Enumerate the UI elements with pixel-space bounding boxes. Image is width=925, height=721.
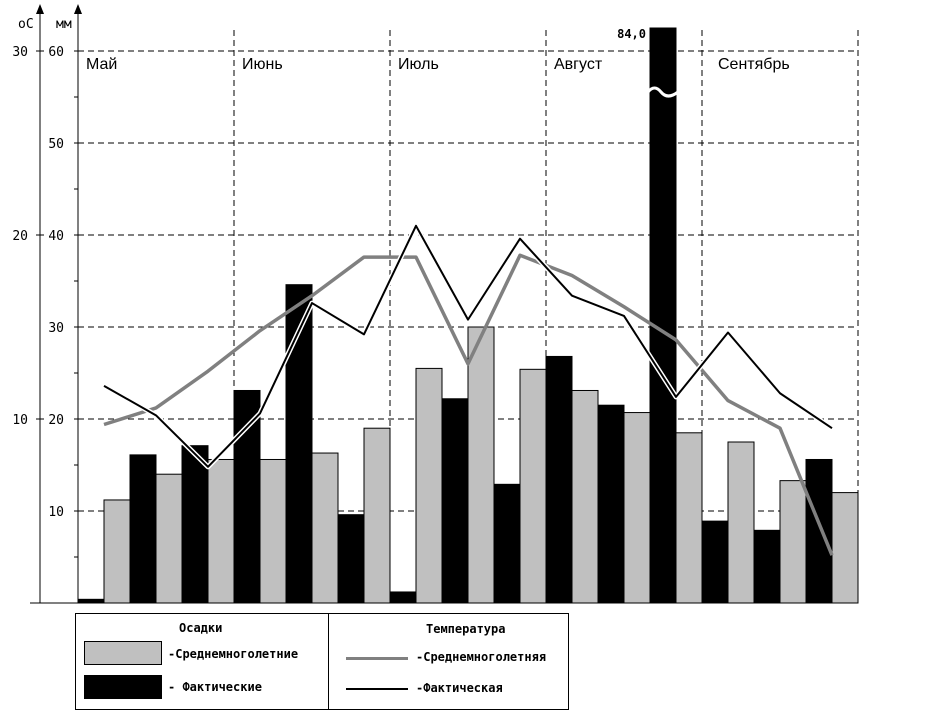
precip-tick-label: 10 [48, 505, 64, 520]
bar-actual [181, 445, 209, 604]
legend-precip-title: Осадки [179, 621, 223, 635]
bar-mean [831, 492, 859, 604]
legend: Осадки -Среднемноголетние - Фактические … [75, 613, 569, 710]
legend-temp-title: Температура [426, 622, 506, 636]
text-layer: 10 20 30 40 50 60 10 20 30 оС мм Май Июнь Июль Август С… [12, 17, 789, 520]
bar-mean [415, 367, 443, 604]
temp-tick-label: 20 [12, 229, 28, 244]
bar-actual [545, 355, 573, 604]
month-label: Июнь [242, 56, 283, 73]
line-temp-actual [103, 224, 833, 468]
bar-actual [441, 398, 469, 604]
temp-tick-label: 10 [12, 413, 28, 428]
bar-mean [623, 412, 651, 604]
precip-tick-label: 60 [48, 45, 64, 60]
bar-mean [259, 458, 287, 604]
peak-value-label: 84,0 [617, 27, 646, 41]
bar-actual [753, 529, 781, 604]
temperature-axis-arrow [36, 4, 44, 14]
bar-actual [389, 591, 417, 604]
legend-divider [328, 614, 329, 709]
precipitation-unit-label: мм [56, 17, 72, 32]
bar-actual [233, 389, 261, 604]
axis-break [646, 86, 679, 98]
bar-mean [727, 441, 755, 604]
precipitation-axis-arrow [74, 4, 82, 14]
climate-chart: 10 20 30 40 50 60 10 20 30 оС мм Май Июнь Июль Август С… [12, 4, 859, 604]
month-label: Май [86, 56, 117, 73]
bar-mean [155, 473, 183, 604]
axes-layer [30, 4, 858, 604]
bar-mean [467, 326, 495, 604]
bar-mean [779, 480, 807, 604]
bar-actual [493, 483, 521, 604]
bar-actual [337, 514, 365, 604]
bar-mean [571, 389, 599, 604]
legend-swatch-precip-actual [84, 675, 162, 699]
precip-tick-label: 30 [48, 321, 64, 336]
bar-mean [207, 458, 235, 604]
grid-layer [78, 30, 859, 603]
legend-label-temp-mean: -Среднемноголетняя [416, 650, 547, 664]
precip-tick-label: 40 [48, 229, 64, 244]
bar-mean [675, 432, 703, 604]
bar-mean [311, 452, 339, 604]
precip-tick-label: 20 [48, 413, 64, 428]
month-label: Август [554, 56, 603, 73]
legend-label-precip-actual: - Фактические [168, 680, 262, 694]
month-label: Июль [398, 56, 439, 73]
bar-actual [649, 27, 677, 604]
temperature-unit-label: оС [18, 17, 34, 32]
temp-tick-label: 30 [12, 45, 28, 60]
precip-tick-label: 50 [48, 137, 64, 152]
legend-label-precip-mean: -Среднемноголетние [168, 647, 299, 661]
bar-mean [519, 368, 547, 604]
legend-swatch-temp-mean [346, 657, 408, 660]
bar-mean [363, 427, 391, 604]
bar-actual [285, 284, 313, 604]
bars-layer [77, 27, 859, 604]
bar-actual [805, 458, 833, 604]
bar-actual [129, 454, 157, 604]
line-temp-mean [103, 253, 834, 556]
legend-label-temp-actual: -Фактическая [416, 681, 503, 695]
bar-actual [701, 520, 729, 604]
bar-mean [103, 499, 131, 604]
legend-swatch-temp-actual [346, 688, 408, 690]
legend-swatch-precip-mean [84, 641, 162, 665]
month-label: Сентябрь [718, 56, 790, 73]
bar-actual [597, 404, 625, 604]
lines-layer [102, 223, 834, 556]
bar-actual [77, 598, 105, 604]
